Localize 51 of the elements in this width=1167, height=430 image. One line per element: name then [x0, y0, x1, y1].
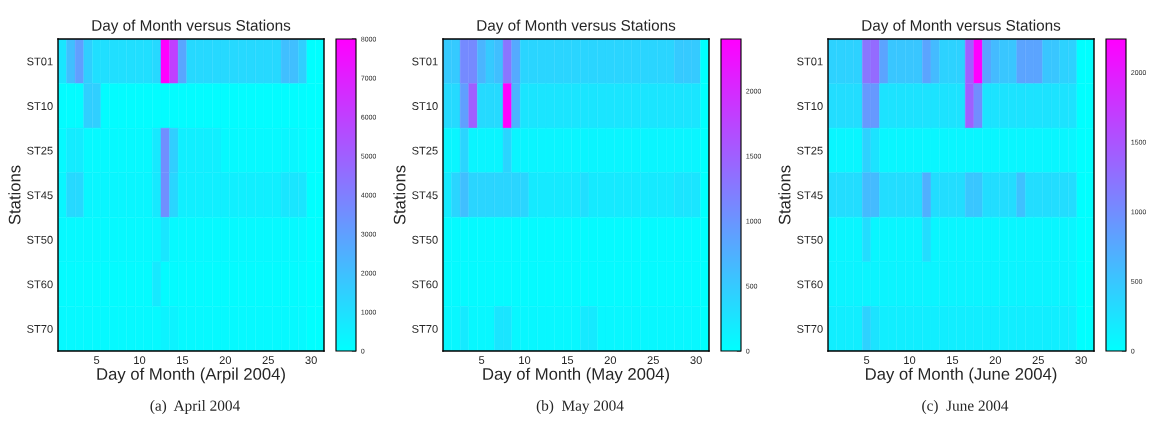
- x-tick-label: 25: [262, 356, 274, 365]
- y-tick-label: ST45: [27, 191, 53, 200]
- y-tick-label: ST25: [797, 146, 823, 155]
- chart-title: Day of Month versus Stations: [477, 19, 676, 34]
- x-tick-label: 25: [647, 356, 659, 365]
- y-tick-label: ST10: [797, 102, 823, 110]
- x-tick-label: 15: [947, 356, 959, 365]
- y-tick-label: ST50: [412, 235, 438, 244]
- x-tick-label: 30: [1075, 356, 1087, 365]
- y-tick-label: ST70: [412, 324, 438, 333]
- y-tick-label: ST10: [412, 102, 438, 110]
- chart-title: Day of Month versus Stations: [862, 19, 1061, 34]
- x-tick-label: 30: [690, 356, 702, 365]
- y-tick-label: ST45: [412, 191, 438, 200]
- y-axis-title: Stations: [778, 165, 791, 225]
- y-tick-label: ST25: [412, 146, 438, 155]
- x-tick-label: 20: [989, 356, 1002, 365]
- y-tick-label: ST25: [27, 146, 53, 155]
- x-tick-label: 30: [305, 356, 317, 365]
- y-tick-label: ST50: [797, 235, 823, 244]
- x-axis-title: Day of Month (May 2004): [483, 367, 669, 384]
- y-tick-label: ST60: [27, 280, 53, 289]
- text: (b) May 2004: [536, 400, 624, 414]
- x-tick-label: 15: [177, 356, 189, 365]
- text: (c) June 2004: [922, 400, 1009, 414]
- y-tick-label: ST60: [412, 280, 438, 289]
- x-tick-label: 5: [93, 356, 100, 365]
- chart-title: Day of Month versus Stations: [92, 19, 291, 34]
- y-axis-title: Stations: [393, 165, 406, 225]
- y-tick-label: ST70: [27, 324, 53, 333]
- y-tick-label: ST01: [27, 57, 53, 66]
- x-tick-label: 15: [562, 356, 574, 365]
- x-tick-label: 25: [1032, 356, 1044, 365]
- x-axis-title: Day of Month (Arpil 2004): [97, 367, 285, 384]
- x-tick-label: 10: [519, 356, 531, 365]
- x-tick-label: 5: [478, 356, 485, 365]
- y-tick-label: ST50: [27, 235, 53, 244]
- y-tick-label: ST10: [27, 102, 53, 110]
- x-tick-label: 5: [863, 356, 870, 365]
- y-tick-label: ST45: [797, 191, 823, 200]
- y-tick-label: ST60: [797, 280, 823, 289]
- x-tick-label: 20: [604, 356, 617, 365]
- y-tick-label: ST70: [797, 324, 823, 333]
- x-axis-title: Day of Month (June 2004): [866, 367, 1057, 384]
- x-tick-label: 20: [219, 356, 232, 365]
- x-tick-label: 10: [134, 356, 146, 365]
- text: (a) April 2004: [150, 400, 240, 414]
- y-tick-label: ST01: [412, 57, 438, 66]
- y-axis-title: Stations: [8, 165, 21, 225]
- x-tick-label: 10: [904, 356, 916, 365]
- y-tick-label: ST01: [797, 57, 823, 66]
